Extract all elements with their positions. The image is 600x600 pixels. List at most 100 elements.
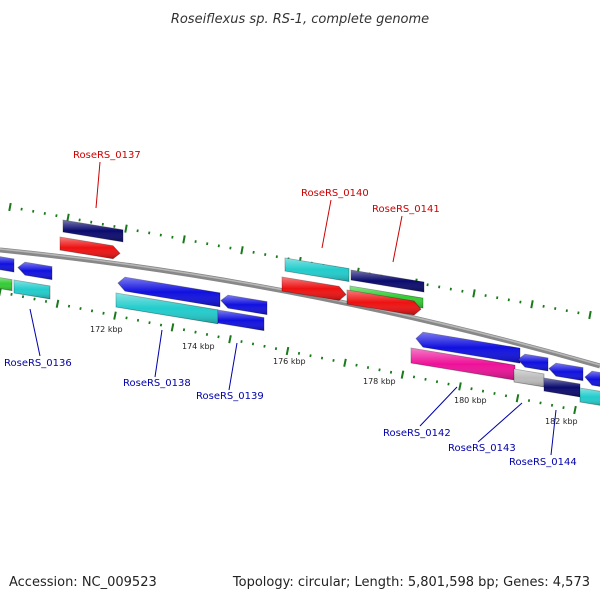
outer-tick [588,310,592,320]
inner-tick [309,354,312,358]
gene-label-RoseRS_0141[interactable]: RoseRS_0141 [372,204,440,215]
gene-cyan-0138-shading [116,293,218,324]
gene-label-RoseRS_0144[interactable]: RoseRS_0144 [509,457,577,468]
gene-blue-0143-shading [518,354,548,371]
gene-gray-0143-shading [514,369,544,387]
inner-tick [504,394,508,398]
inner-tick [182,328,186,332]
inner-tick [113,311,117,320]
gene-cyan-edge-shading [580,388,600,406]
inner-tick [447,382,450,386]
inner-tick [79,307,82,310]
inner-tick [481,389,485,393]
outer-tick [240,246,244,255]
gene-label-RoseRS_0143[interactable]: RoseRS_0143 [448,443,516,454]
leader-0141 [392,215,403,263]
inner-tick [366,366,370,369]
inner-tick [539,401,542,405]
gene-left-blue-2-shading [18,262,52,280]
inner-tick [458,382,462,391]
inner-tick [102,311,105,315]
inner-tick [55,299,60,308]
gene-blue-0139b-shading [218,310,264,331]
inner-tick [21,295,25,299]
inner-tick [285,346,290,356]
inner-tick [136,318,140,322]
inner-tick [10,292,13,296]
gene-label-RoseRS_0138[interactable]: RoseRS_0138 [123,378,191,389]
leader-0144 [550,409,557,456]
gene-left-green-shading [0,277,12,291]
inner-tick [263,344,266,348]
gene-red-0141-shading [347,290,421,316]
inner-tick [205,333,209,336]
inner-tick [515,394,520,403]
inner-tick [573,405,577,415]
gene-label-RoseRS_0142[interactable]: RoseRS_0142 [383,428,451,439]
inner-tick [67,304,71,308]
inner-tick [194,330,197,334]
gene-left-blue-shading [0,256,14,272]
inner-tick [412,375,416,379]
inner-tick [435,380,439,384]
gene-blue-0142-shading [416,332,520,364]
gene-label-RoseRS_0139[interactable]: RoseRS_0139 [196,391,264,402]
gene-label-RoseRS_0137[interactable]: RoseRS_0137 [73,150,141,161]
gene-magenta-0142-shading [411,348,515,381]
leader-0138 [154,329,163,378]
gene-blue-0144-shading [549,363,583,381]
gene-features [0,219,600,406]
gene-cyan-0140-shading [285,258,349,282]
inner-tick [148,321,151,325]
page-title: Roseiflexus sp. RS-1, complete genome [171,12,429,27]
leader-0143 [477,402,523,443]
tick-label-178: 178 kbp [363,377,396,386]
gene-left-cyan-shading [14,280,50,299]
outer-tick [530,300,534,309]
inner-tick-ring [0,287,577,415]
inner-tick [550,403,554,407]
tick-label-174: 174 kbp [182,342,215,351]
inner-tick [125,316,128,320]
inner-tick [389,370,393,374]
inner-tick [297,351,301,355]
leader-0140 [321,199,332,249]
gene-blue-edge-shading [585,371,600,387]
tick-label-182: 182 kbp [545,417,578,426]
leader-0136 [29,308,41,357]
leader-0137 [95,161,101,209]
tick-label-176: 176 kbp [273,357,306,366]
tick-label-172: 172 kbp [90,325,123,334]
inner-tick [400,370,405,379]
gene-label-RoseRS_0136[interactable]: RoseRS_0136 [4,358,72,369]
topology-text: Topology: circular; Length: 5,801,598 bp… [232,575,590,590]
inner-tick [170,323,175,332]
outer-tick [8,202,12,212]
inner-tick [0,287,2,297]
gene-label-RoseRS_0140[interactable]: RoseRS_0140 [301,188,369,199]
outer-tick [182,235,186,244]
inner-tick [240,340,243,344]
label-leader-lines [29,161,557,456]
gene-navy-0144-shading [544,378,580,397]
inner-tick [562,406,565,410]
gene-red-0140-shading [282,277,346,301]
genome-backbone [0,247,600,369]
inner-tick [424,377,427,381]
inner-tick [90,309,94,313]
inner-tick [228,335,232,344]
inner-tick [274,347,278,351]
inner-tick [378,368,381,372]
inner-tick [320,356,324,360]
gene-navy-0141-shading [351,270,424,293]
leader-0139 [228,342,238,391]
outer-tick [124,224,128,233]
inner-tick [159,323,163,327]
inner-tick [217,335,220,339]
gene-navy-0137-shading [63,220,123,242]
inner-tick [527,399,531,403]
gene-blue-0139-shading [221,295,267,315]
outer-tick [472,289,476,298]
tick-label-180: 180 kbp [454,396,487,405]
